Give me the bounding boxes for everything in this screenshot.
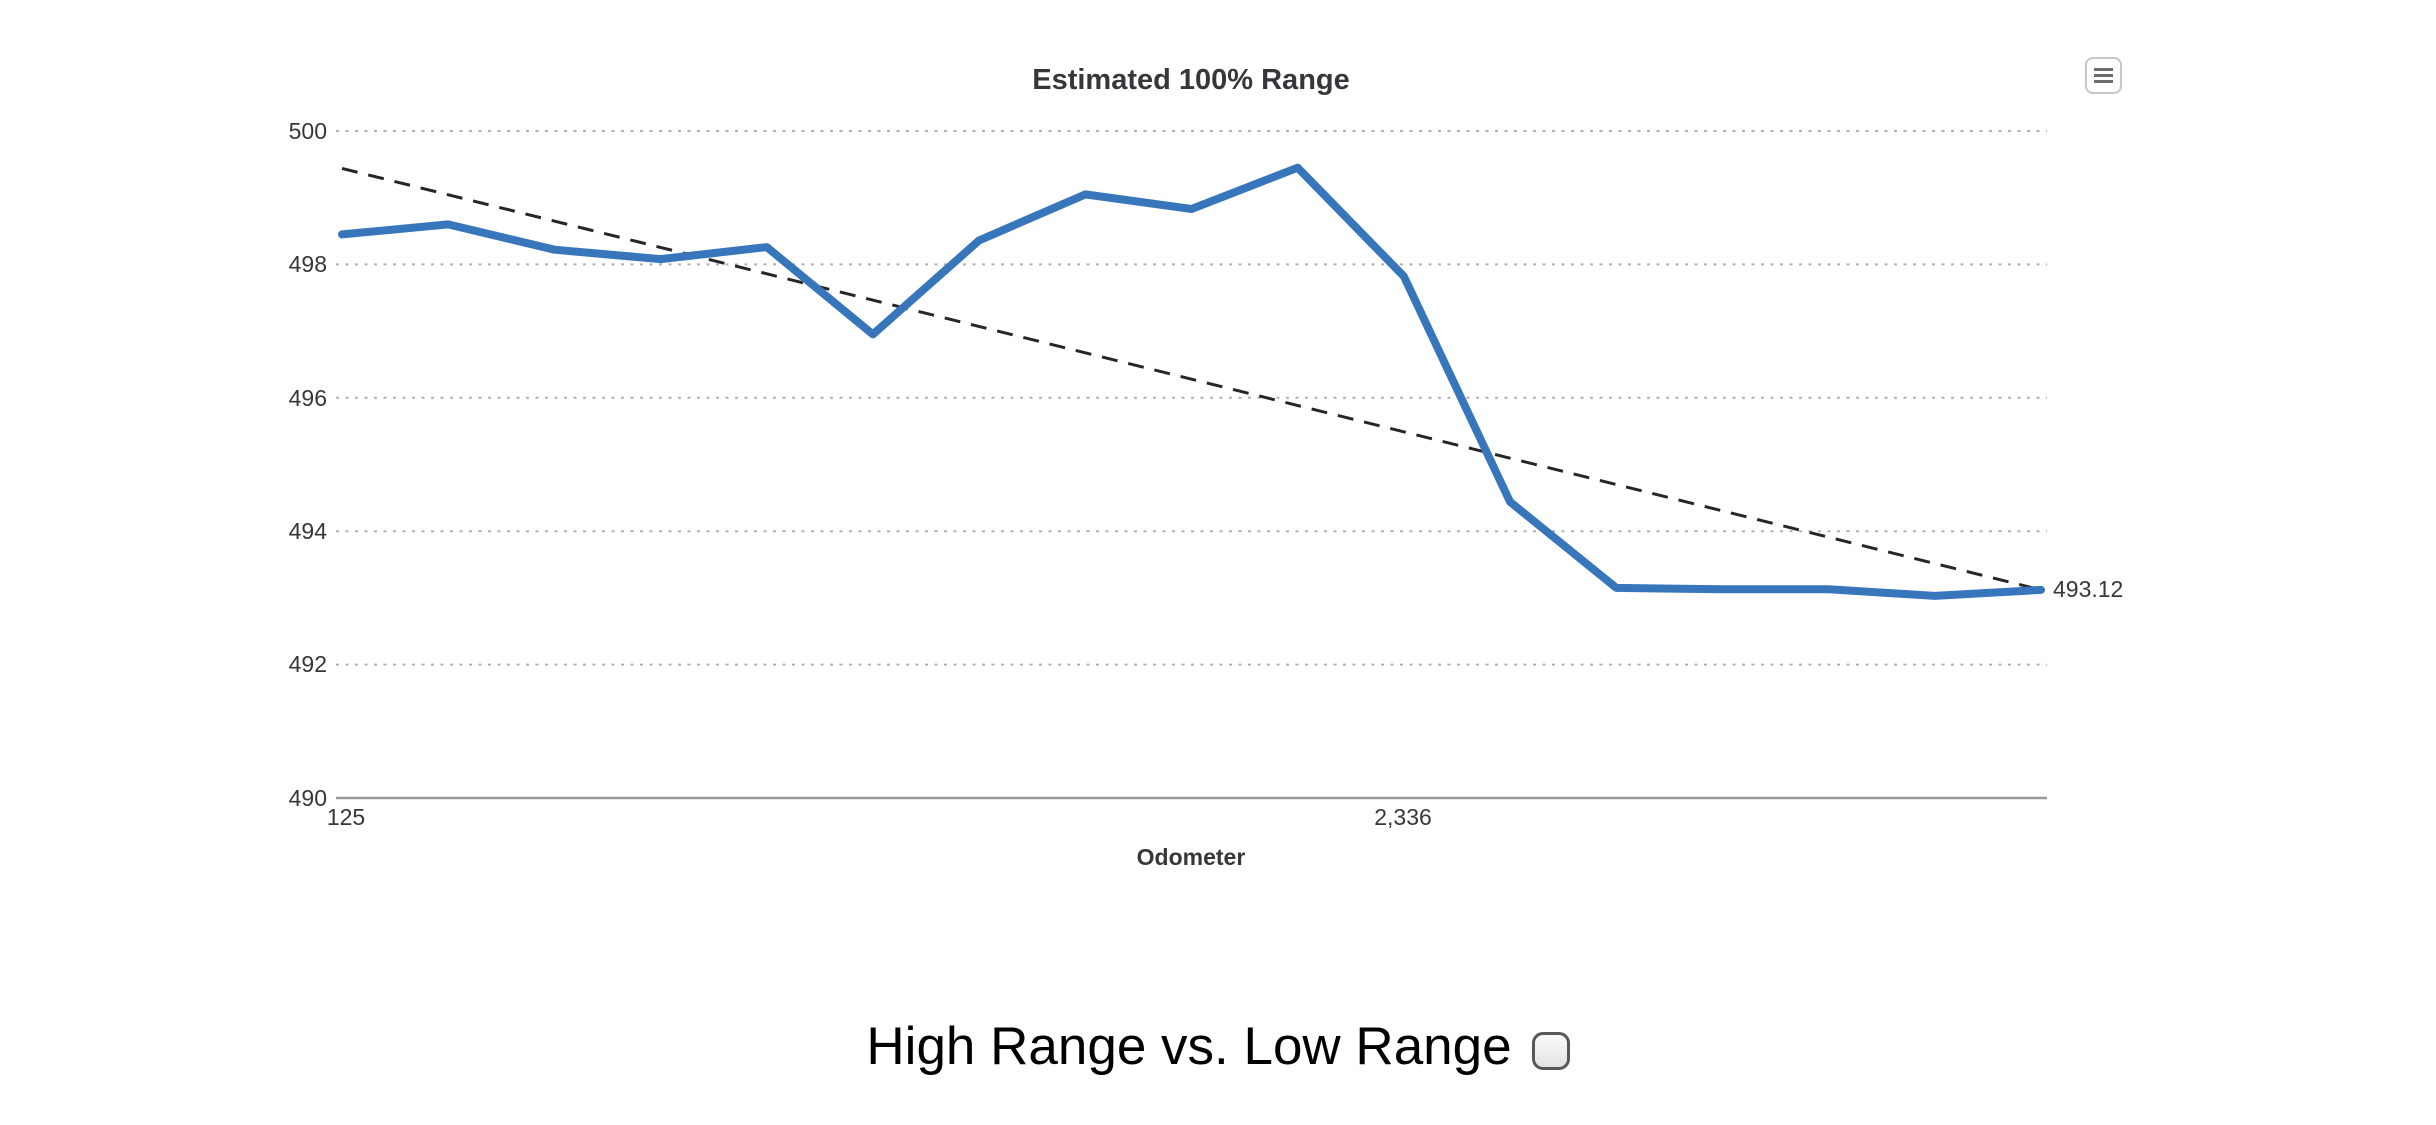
chart-title: Estimated 100% Range	[1032, 64, 1350, 96]
y-tick-496: 496	[288, 385, 327, 411]
footer: High Range vs. Low Range	[0, 1016, 2436, 1077]
chart-context-menu-button[interactable]	[2085, 57, 2122, 94]
y-tick-498: 498	[288, 251, 327, 277]
hamburger-icon	[2094, 68, 2113, 83]
y-tick-492: 492	[288, 651, 327, 677]
series-line	[338, 163, 2045, 600]
y-tick-500: 500	[288, 118, 327, 144]
y-tick-490: 490	[288, 785, 327, 811]
x-axis-title: Odometer	[1136, 844, 1246, 870]
footer-checkbox[interactable]	[1531, 1031, 1570, 1070]
y-tick-494: 494	[288, 518, 327, 544]
x-tick-2336: 2,336	[1374, 804, 1432, 830]
footer-heading: High Range vs. Low Range	[866, 1017, 1512, 1076]
trend-line	[341, 166, 2042, 592]
last-point-value-label: 493.12	[2053, 576, 2124, 602]
x-tick-125: 125	[326, 804, 366, 830]
